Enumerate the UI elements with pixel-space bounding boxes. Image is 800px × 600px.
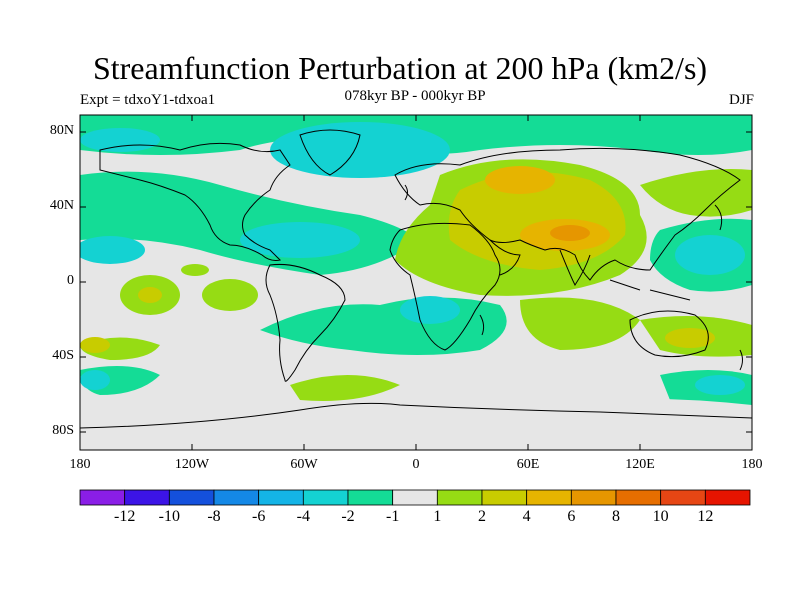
colorbar-swatch (124, 489, 170, 506)
lon-label-180w: 180 (69, 457, 91, 472)
lon-label-120w: 120W (174, 457, 210, 472)
colorbar (79, 489, 751, 506)
colorbar-tick-label: 6 (567, 508, 576, 525)
lat-label-40n: 40N (49, 198, 74, 213)
colorbar-swatch (570, 489, 617, 506)
colorbar-swatch (347, 489, 394, 506)
colorbar-tick-label: -6 (251, 508, 266, 525)
colorbar-swatch (168, 489, 215, 506)
lat-label-80n: 80N (49, 123, 74, 138)
colorbar-swatch (660, 489, 706, 506)
colorbar-tick-label: 8 (612, 508, 620, 525)
axis-ticks (79, 115, 753, 450)
lon-label-120e: 120E (625, 457, 655, 472)
map-title: Streamfunction Perturbation at 200 hPa (… (92, 50, 708, 86)
colorbar-swatch (615, 489, 662, 506)
experiment-label: Expt = tdxoY1-tdxoa1 (80, 92, 216, 108)
colorbar-tick-label: -10 (158, 508, 180, 525)
colorbar-swatch (392, 489, 438, 506)
colorbar-tick-label: -4 (296, 508, 310, 525)
colorbar-tick-label: -1 (385, 508, 400, 525)
lon-label-180e: 180 (741, 457, 763, 472)
colorbar-tick-label: 12 (697, 508, 714, 525)
colorbar-swatch (213, 489, 260, 506)
colorbar-tick-label: 2 (478, 508, 486, 525)
lat-label-80s: 80S (52, 423, 74, 438)
contour-fields (80, 115, 752, 431)
season-label: DJF (728, 92, 754, 108)
colorbar-swatch (481, 489, 528, 506)
colorbar-swatch (79, 489, 126, 506)
colorbar-swatch (436, 489, 483, 506)
lat-label-40s: 40S (52, 348, 74, 363)
colorbar-swatch (302, 489, 349, 506)
colorbar-swatch (526, 489, 572, 506)
lat-label-0: 0 (67, 273, 74, 288)
colorbar-swatch (258, 489, 304, 506)
period-label: 078kyr BP - 000kyr BP (344, 88, 486, 104)
colorbar-tick-label: -8 (207, 508, 221, 525)
lon-label-60e: 60E (516, 457, 540, 472)
lon-label-0: 0 (412, 457, 420, 472)
colorbar-tick-label: 1 (433, 508, 442, 525)
colorbar-tick-label: -2 (341, 508, 355, 525)
coastlines (80, 129, 752, 429)
lon-label-60w: 60W (290, 457, 318, 472)
colorbar-swatch (704, 489, 751, 506)
colorbar-tick-label: 10 (652, 508, 669, 525)
colorbar-tick-label: 4 (522, 508, 531, 525)
colorbar-tick-label: -12 (113, 508, 136, 525)
